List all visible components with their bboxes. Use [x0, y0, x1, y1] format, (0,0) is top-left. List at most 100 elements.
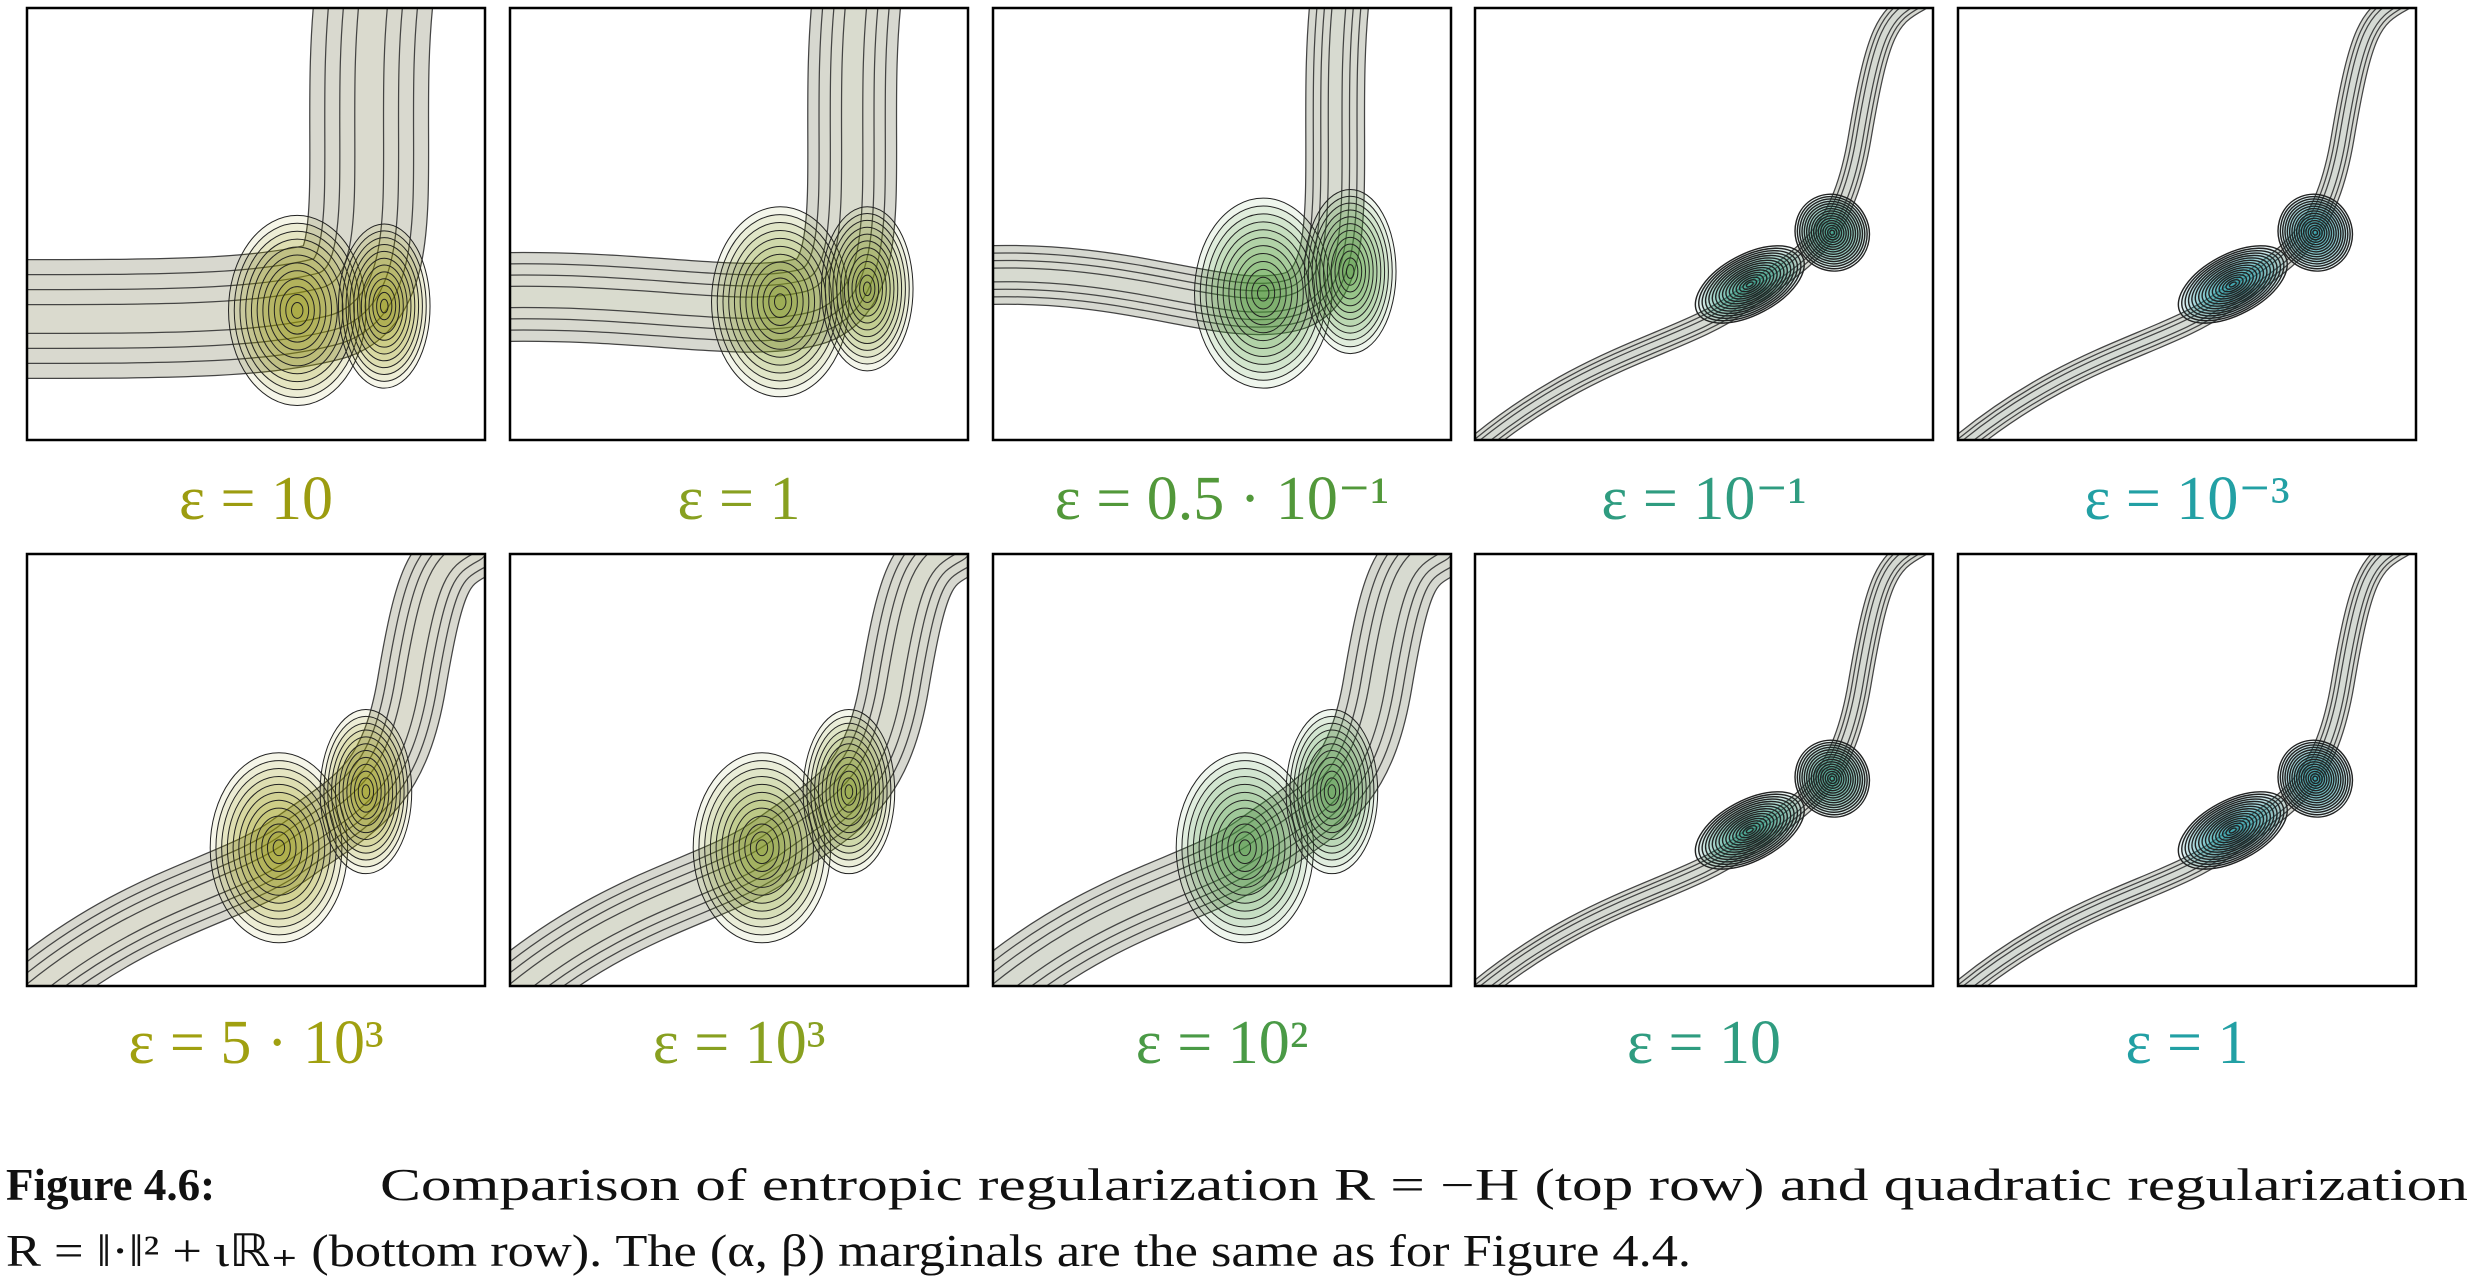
contour [350, 763, 382, 820]
panel-frame [508, 552, 970, 988]
contour [2312, 229, 2319, 236]
caption-label: Figure 4.6: [6, 1160, 215, 1210]
contour [1698, 247, 1802, 322]
contour [762, 277, 798, 327]
contour [1175, 752, 1315, 944]
contour [1289, 715, 1375, 868]
contour [1819, 765, 1845, 792]
panel [27, 8, 485, 440]
contour [2187, 798, 2278, 863]
contour [1319, 770, 1344, 813]
contour [833, 763, 865, 820]
contour [319, 709, 413, 875]
contour [341, 230, 427, 382]
contour [738, 815, 786, 880]
contour [272, 839, 286, 857]
contour [814, 729, 884, 854]
contour [1711, 803, 1788, 858]
contour [1721, 264, 1778, 305]
contour [1738, 822, 1761, 839]
contour [732, 807, 792, 888]
caption-text: R = ‖·‖² + ιℝ₊ (bottom row). The (α, β) … [6, 1226, 1691, 1276]
contour [1829, 775, 1836, 782]
contour [727, 799, 797, 896]
contour [1251, 276, 1276, 310]
contour [250, 246, 344, 375]
contour [226, 775, 331, 920]
contour [1297, 729, 1367, 854]
contour [1303, 188, 1397, 355]
contour [215, 760, 343, 936]
contour [1198, 783, 1292, 912]
contour [817, 736, 880, 847]
contour [1338, 250, 1363, 293]
contour [209, 752, 349, 944]
panel-label: ε = 5 · 10³ [128, 1009, 383, 1077]
contour [847, 254, 887, 324]
contour [1326, 229, 1374, 314]
panel-frame [1473, 6, 1935, 442]
contour [268, 270, 327, 351]
panel-frame [991, 6, 1453, 442]
contour [364, 271, 404, 341]
contour [1300, 736, 1363, 847]
contour [715, 783, 809, 912]
panel-label: ε = 10³ [653, 1009, 826, 1077]
contour [1829, 229, 1836, 236]
contour [744, 823, 780, 873]
contour [2204, 810, 2261, 851]
contour [244, 799, 314, 896]
contour [1745, 827, 1754, 834]
contour [802, 709, 896, 875]
contour [379, 298, 389, 314]
contour [1216, 229, 1310, 357]
contour [1228, 245, 1299, 342]
contour [1698, 793, 1802, 868]
contour [1194, 197, 1333, 389]
contour [1715, 805, 1785, 856]
contour [829, 756, 869, 827]
contour [698, 760, 826, 936]
contour [728, 229, 833, 374]
contour [262, 262, 333, 359]
contour [1323, 777, 1341, 806]
contour [1334, 243, 1367, 300]
panel-label: ε = 10⁻¹ [1601, 465, 1806, 533]
contour [2211, 815, 2254, 846]
contour [825, 750, 873, 834]
contour [1728, 815, 1771, 846]
contour [2198, 805, 2268, 856]
panel-label: ε = 10⁻³ [2084, 465, 2289, 533]
contour [1285, 709, 1379, 875]
panel-label: ε = 1 [677, 465, 800, 533]
contour [751, 261, 810, 342]
contour [709, 775, 814, 920]
contour [261, 823, 297, 873]
contour [255, 815, 303, 880]
contour [2204, 264, 2261, 305]
contour [337, 223, 431, 389]
contour [2218, 820, 2248, 841]
panel-label: ε = 10² [1136, 1009, 1309, 1077]
panel-frame [25, 6, 487, 442]
contour [1315, 209, 1386, 334]
contour [1745, 281, 1754, 288]
contour [342, 750, 390, 834]
contour [361, 784, 371, 799]
contour [2187, 252, 2278, 317]
contour [862, 281, 872, 297]
contour [323, 715, 409, 868]
contour [716, 214, 844, 390]
contour [749, 831, 774, 865]
contour [1319, 216, 1382, 327]
contour [1238, 839, 1252, 857]
panel-frame [991, 552, 1453, 988]
contour [832, 226, 903, 351]
contour [357, 777, 375, 806]
contour [1826, 773, 1838, 785]
panel-label: ε = 1 [2125, 1009, 2248, 1077]
contour [1342, 257, 1359, 286]
contour [1307, 195, 1393, 348]
contour [290, 301, 304, 319]
contour [1215, 807, 1275, 888]
